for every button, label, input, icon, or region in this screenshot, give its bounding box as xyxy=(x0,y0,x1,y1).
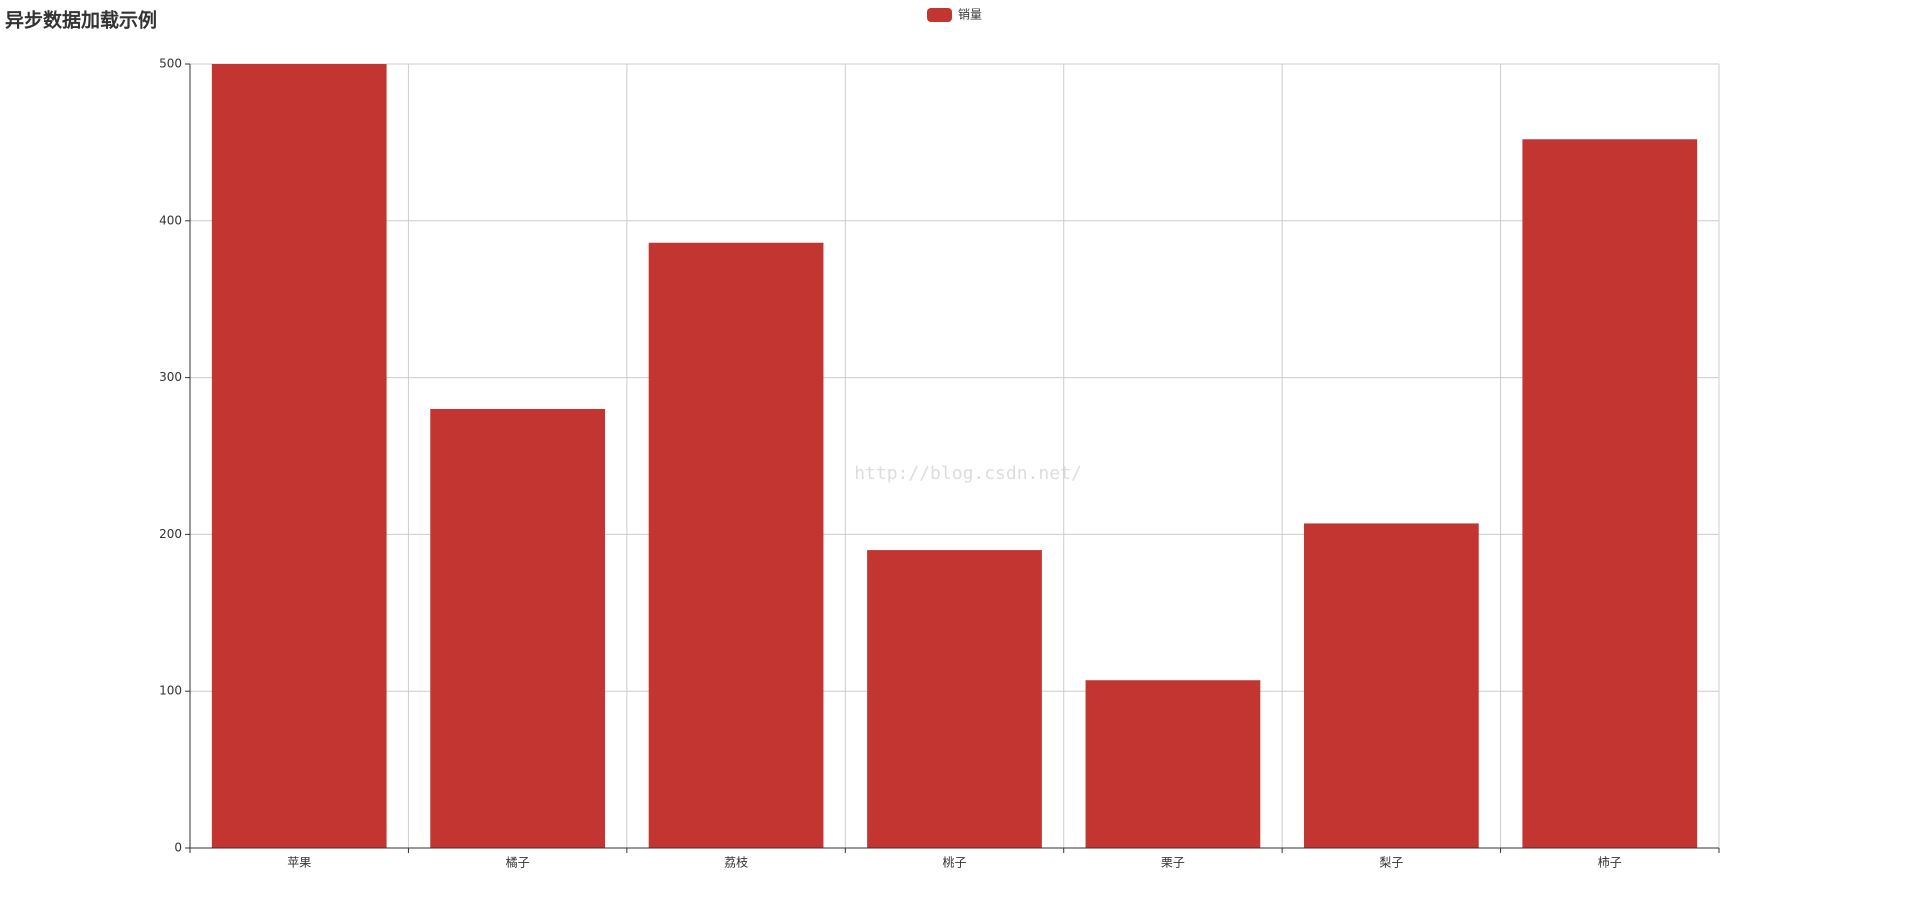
y-tick-label: 100 xyxy=(159,684,182,698)
bar xyxy=(211,64,387,848)
y-tick-label: 300 xyxy=(159,370,182,384)
y-tick-label: 0 xyxy=(174,841,182,855)
x-tick-label: 苹果 xyxy=(287,856,311,870)
y-tick-label: 500 xyxy=(159,57,182,71)
bar xyxy=(1522,139,1698,848)
x-tick-label: 栗子 xyxy=(1161,856,1185,870)
y-tick-label: 400 xyxy=(159,213,182,227)
bar xyxy=(648,242,824,848)
chart-title: 异步数据加载示例 xyxy=(5,9,157,32)
bar xyxy=(867,550,1042,848)
x-tick-label: 柿子 xyxy=(1598,855,1622,870)
y-tick-label: 200 xyxy=(159,527,182,541)
x-tick-label: 荔枝 xyxy=(724,855,748,870)
bar xyxy=(1085,680,1261,848)
bar xyxy=(1303,523,1479,848)
legend-swatch xyxy=(927,8,952,22)
x-tick-label: 桃子 xyxy=(942,855,966,870)
legend-label: 销量 xyxy=(958,8,982,22)
x-tick-label: 梨子 xyxy=(1379,856,1403,870)
bar xyxy=(430,408,606,848)
watermark: http://blog.csdn.net/ xyxy=(854,463,1082,484)
x-tick-label: 橘子 xyxy=(506,855,530,870)
